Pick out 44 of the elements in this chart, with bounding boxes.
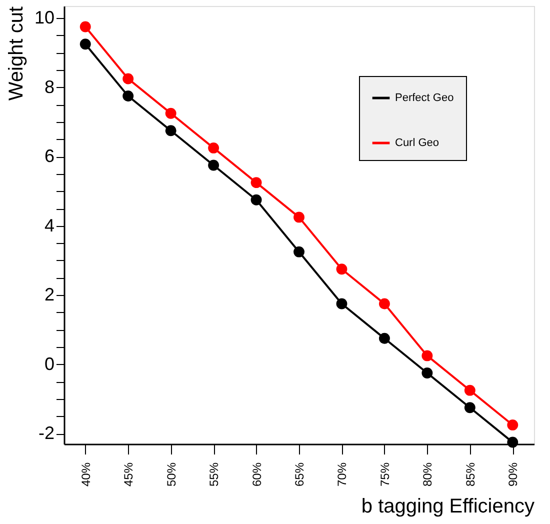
x-tick-label: 70% (335, 462, 350, 487)
x-tick-label: 40% (78, 462, 93, 487)
point (250, 194, 262, 206)
x-tick-label: 85% (463, 462, 478, 487)
y-tick-label: 10 (34, 8, 54, 28)
point (80, 21, 91, 32)
point (336, 298, 348, 310)
y-axis-title: Weight cut (5, 6, 28, 101)
point (122, 90, 134, 102)
x-tick-label: 80% (420, 462, 435, 487)
point (122, 73, 134, 84)
x-tick-label: 75% (378, 462, 392, 487)
point (208, 142, 220, 154)
x-tick-label: 45% (122, 462, 136, 487)
point (165, 125, 176, 136)
point (507, 436, 518, 448)
point (208, 160, 220, 171)
point (250, 177, 262, 188)
point (464, 384, 476, 396)
point (422, 350, 433, 362)
point (378, 332, 390, 344)
x-axis-title: b tagging Efficiency (361, 496, 534, 518)
point (336, 264, 348, 275)
x-tick-label: 65% (292, 462, 306, 487)
point (294, 212, 304, 223)
x-tick-label: 50% (164, 462, 178, 487)
y-tick-label: 8 (44, 76, 54, 97)
y-tick-label: -2 (38, 423, 54, 444)
x-tick-label: 90% (506, 462, 520, 487)
legend-label: Perfect Geo (395, 92, 454, 104)
x-tick-label: 55% (207, 462, 222, 487)
y-tick-label: 4 (44, 215, 54, 236)
point (422, 368, 433, 378)
y-tick-label: 2 (44, 284, 54, 305)
point (378, 298, 390, 310)
point (507, 419, 518, 430)
legend-label: Curl Geo (395, 137, 440, 149)
x-tick-label: 60% (250, 462, 264, 487)
point (464, 402, 476, 414)
point (294, 246, 304, 258)
y-tick-label: 6 (44, 146, 54, 166)
point (165, 108, 176, 119)
y-tick-label: 0 (44, 354, 54, 374)
point (80, 38, 91, 50)
